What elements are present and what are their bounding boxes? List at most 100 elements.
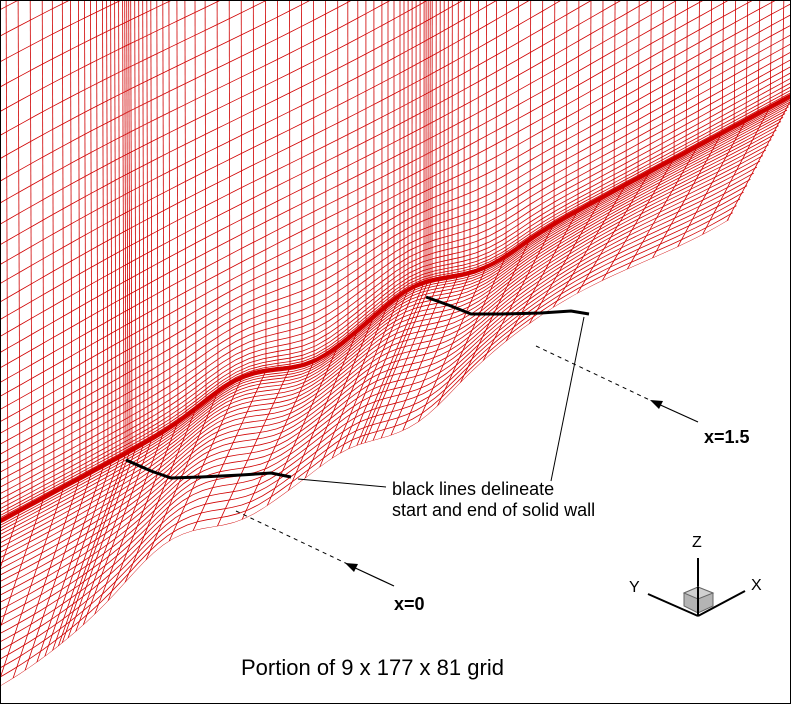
wall-grid-line <box>124 1 127 454</box>
floor-grid-line <box>372 278 441 441</box>
wall-grid-line <box>134 1 137 448</box>
wall-grid-line <box>1 1 310 159</box>
wall-grid-line <box>757 1 761 114</box>
floor-grid-line <box>552 184 627 309</box>
floor-grid-line <box>437 255 507 407</box>
wall-grid-line <box>565 1 568 217</box>
wall-grid-line <box>709 1 712 140</box>
wall-grid-line <box>1 1 266 136</box>
wall-grid-line <box>637 1 640 178</box>
wall-grid-line <box>1 59 790 488</box>
floor-grid-line <box>417 266 487 423</box>
floor-grid-line <box>241 360 315 520</box>
x0-label: x=0 <box>394 594 425 614</box>
floor-grid-line <box>360 281 429 445</box>
floor-grid-line <box>1 205 737 668</box>
floor-grid-line <box>44 460 113 657</box>
wall-grid-line <box>529 1 532 240</box>
wall-grid-line <box>649 1 652 172</box>
wall-grid-line <box>1 72 790 500</box>
floor-grid-line <box>24 471 93 671</box>
wall-grid-line <box>1 92 790 518</box>
floor-grid-line <box>1 113 786 548</box>
floor-grid-line <box>482 223 555 362</box>
wall-grid-line <box>41 1 45 498</box>
floor-grid-line <box>57 452 127 647</box>
wall-grid-line <box>240 1 243 378</box>
x-axis-label: X <box>751 577 762 594</box>
wall-grid-line <box>1 86 790 513</box>
wall-end-line <box>425 295 590 316</box>
floor-grid-line <box>82 438 153 626</box>
floor-grid-line <box>340 289 409 454</box>
wall-grid-line <box>156 1 159 435</box>
wall-grid-line <box>1 1 497 265</box>
wall-grid-line <box>721 1 724 133</box>
wall-grid-line <box>1 3 790 434</box>
wall-grid-line <box>168 1 171 428</box>
wall-grid-line <box>122 1 125 455</box>
x0-arrowhead <box>345 563 358 572</box>
floor-grid-line <box>94 431 165 615</box>
wall-grid-line <box>216 1 219 392</box>
wall-grid-line <box>685 1 688 153</box>
floor-grid-line <box>1 121 782 558</box>
wall-grid-line <box>661 1 664 166</box>
wall-grid-line <box>1 78 790 505</box>
wall-grid-line <box>1 90 790 516</box>
floor-grid-line <box>1 191 744 651</box>
floor-grid-line <box>348 285 417 450</box>
wall-grid-line <box>252 1 255 374</box>
floor-grid-line <box>677 119 747 248</box>
floor-grid-line <box>124 408 197 584</box>
floor-grid-line <box>331 294 401 459</box>
floor-grid-line <box>1 486 65 677</box>
wall-grid-line <box>90 1 93 472</box>
axis-triad-icon <box>647 558 746 617</box>
wall-grid-line <box>110 1 113 461</box>
floor-grid-line <box>192 370 267 532</box>
floor-grid-line <box>1 101 790 532</box>
wall-grid-line <box>1 43 790 473</box>
wall-grid-line <box>70 1 73 483</box>
wall-start-line <box>125 458 292 480</box>
floor-grid-line <box>390 275 459 436</box>
floor-grid-line <box>626 145 699 270</box>
floor-grid-line <box>1 144 769 589</box>
wall-grid-line <box>1 25 790 455</box>
floor-grid-line <box>52 456 121 651</box>
floor-grid-line <box>505 210 579 342</box>
wall-grid-line <box>1 66 790 494</box>
wall-grid-line <box>277 1 279 370</box>
floor-grid-line <box>1 149 766 596</box>
floor-grid-line <box>1 212 734 677</box>
floor-grid-line <box>528 197 603 325</box>
floor-grid-line <box>61 450 131 644</box>
wall-grid-line <box>265 1 267 371</box>
x0-arrow <box>350 565 395 587</box>
floor-grid-line <box>702 106 771 235</box>
wall-grid-line <box>613 1 616 191</box>
wall-grid-line <box>184 1 187 417</box>
annotation-line-1: black lines delineate <box>392 479 555 499</box>
floor-grid-line <box>402 272 471 431</box>
floor-grid-line <box>1 106 789 539</box>
floor-grid-line <box>380 276 449 439</box>
floor-grid-line <box>1 117 784 553</box>
floor-grid-line <box>726 100 790 222</box>
wall-grid-line <box>1 1 428 225</box>
wall-grid-line <box>228 1 231 384</box>
floor-grid-line <box>1 125 779 564</box>
wall-grid-line <box>142 1 145 444</box>
wall-grid-line <box>733 1 737 127</box>
x15-arrow <box>655 402 699 423</box>
wall-grid-line <box>1 1 728 397</box>
x15-label: x=1.5 <box>704 427 750 447</box>
wall-grid-line <box>1 1 677 368</box>
floor-grid-line <box>216 367 291 527</box>
y-axis-label: Y <box>629 579 640 596</box>
floor-grid-line <box>1 155 764 603</box>
wall-grid-line <box>541 1 544 232</box>
